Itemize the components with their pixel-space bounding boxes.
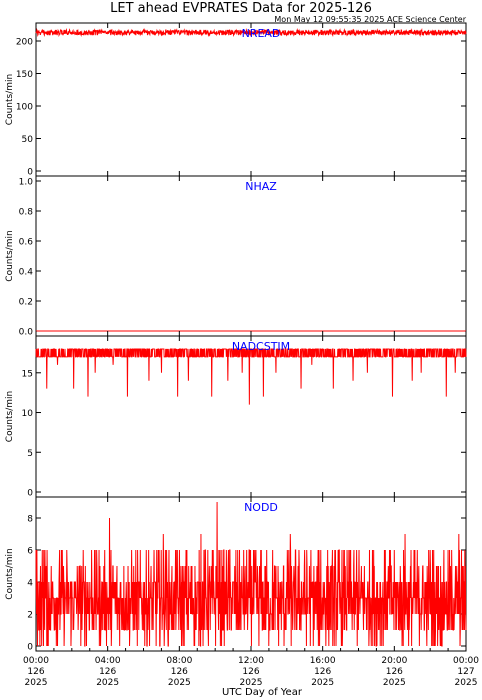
x-tick-label: 2025 — [168, 678, 191, 688]
x-tick-label: 126 — [386, 667, 403, 677]
y-tick-label: 50 — [22, 135, 34, 145]
panel-nhaz: 0.0 0.2 0.4 0.6 0.8 1.0 Counts/min NHAZ — [5, 175, 467, 338]
x-tick-label: 2025 — [96, 678, 119, 688]
panel-label: NODD — [244, 501, 278, 514]
x-tick-label: 04:00 — [95, 656, 121, 666]
series-line-nodd — [35, 501, 467, 647]
y-axis-label: Counts/min — [5, 391, 15, 442]
y-axis-label: Counts/min — [5, 74, 15, 125]
y-tick-label: 0.0 — [19, 328, 34, 338]
x-tick-label: 2025 — [25, 678, 48, 688]
panel-frame — [35, 175, 467, 337]
x-tick-label: 00:00 — [23, 656, 49, 666]
x-tick-label: 126 — [99, 667, 116, 677]
y-tick-label: 6 — [27, 547, 33, 557]
y-tick-label: 100 — [16, 103, 33, 113]
y-tick-label: 8 — [27, 515, 33, 525]
series-line-nadcstim — [35, 348, 467, 405]
panels: 050100150200Counts/minNREAD0.00.20.40.60… — [5, 22, 467, 653]
x-tick-label: 2025 — [383, 678, 406, 688]
y-axis-label: Counts/min — [5, 548, 15, 599]
y-tick-label: 0 — [27, 168, 33, 178]
y-tick-label: 10 — [22, 409, 34, 419]
x-tick-label: 2025 — [311, 678, 334, 688]
x-tick-label: 126 — [314, 667, 331, 677]
x-tick-label: 2025 — [240, 678, 263, 688]
y-tick-label: 2 — [27, 611, 33, 621]
x-tick-label: 12:00 — [238, 656, 264, 666]
panel-nodd: 0 2 4 6 8 Counts/min NODD — [5, 496, 467, 653]
y-tick-label: 0 — [27, 643, 33, 653]
y-axis-label: Counts/min — [5, 230, 15, 281]
x-axis-label: UTC Day of Year — [222, 687, 303, 698]
figure-title: LET ahead EVPRATES Data for 2025-126 — [110, 1, 372, 16]
y-tick-label: 0.2 — [19, 298, 33, 308]
y-tick-label: 150 — [16, 70, 33, 80]
panel-label: NHAZ — [245, 180, 277, 193]
series-line-nread — [35, 27, 467, 38]
y-tick-label: 0 — [27, 489, 33, 499]
x-tick-label: 08:00 — [166, 656, 192, 666]
x-tick-label: 00:00 — [453, 656, 479, 666]
y-tick-label: 15 — [22, 369, 33, 379]
panel-frame — [35, 335, 467, 498]
x-tick-label: 20:00 — [381, 656, 407, 666]
y-tick-label: 1.0 — [19, 178, 34, 188]
panel-label: NADCSTIM — [232, 340, 290, 353]
panel-nadcstim: 0 5 10 15 Counts/min NADCSTIM — [5, 335, 467, 499]
x-tick-label: 126 — [242, 667, 259, 677]
x-tick-label: 127 — [457, 667, 474, 677]
timestamp: Mon May 12 09:55:35 2025 ACE Science Cen… — [274, 15, 466, 24]
x-axis: 00:00126202504:00126202508:00126202512:0… — [23, 23, 479, 688]
x-tick-label: 126 — [27, 667, 44, 677]
y-tick-label: 0.6 — [19, 238, 34, 248]
x-tick-label: 16:00 — [310, 656, 336, 666]
panel-frame — [35, 22, 467, 177]
y-tick-label: 200 — [16, 38, 33, 48]
y-tick-label: 5 — [27, 449, 33, 459]
panel-nread: 0 50 100 150 200 Counts/min NREAD — [5, 22, 467, 178]
panel-label: NREAD — [242, 27, 281, 40]
x-tick-label: 126 — [171, 667, 188, 677]
y-tick-label: 4 — [27, 579, 33, 589]
y-tick-label: 0.4 — [19, 268, 34, 278]
x-tick-label: 2025 — [455, 678, 478, 688]
y-tick-label: 0.8 — [19, 208, 34, 218]
